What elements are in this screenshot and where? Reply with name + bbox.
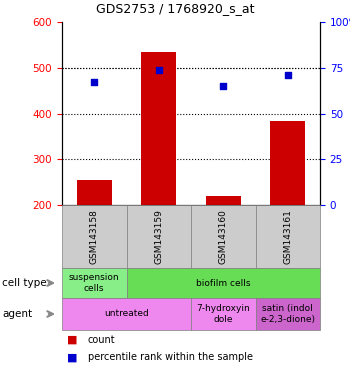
Text: ■: ■ bbox=[67, 335, 77, 345]
Point bbox=[156, 66, 162, 73]
Text: ■: ■ bbox=[67, 352, 77, 362]
Point bbox=[220, 83, 226, 89]
Text: GSM143159: GSM143159 bbox=[154, 209, 163, 264]
Text: GSM143158: GSM143158 bbox=[90, 209, 99, 264]
Bar bbox=[205, 196, 241, 205]
Text: satin (indol
e-2,3-dione): satin (indol e-2,3-dione) bbox=[260, 304, 315, 324]
Text: untreated: untreated bbox=[104, 310, 149, 318]
Bar bbox=[270, 121, 306, 205]
Text: GDS2753 / 1768920_s_at: GDS2753 / 1768920_s_at bbox=[96, 2, 254, 15]
Point bbox=[91, 79, 97, 86]
Text: cell type: cell type bbox=[2, 278, 47, 288]
Bar bbox=[141, 52, 176, 205]
Text: agent: agent bbox=[2, 309, 32, 319]
Text: count: count bbox=[88, 335, 116, 345]
Point bbox=[285, 72, 290, 78]
Text: 7-hydroxyin
dole: 7-hydroxyin dole bbox=[196, 304, 250, 324]
Text: biofilm cells: biofilm cells bbox=[196, 278, 251, 288]
Text: GSM143161: GSM143161 bbox=[283, 209, 292, 264]
Bar bbox=[77, 180, 112, 205]
Text: percentile rank within the sample: percentile rank within the sample bbox=[88, 352, 253, 362]
Text: suspension
cells: suspension cells bbox=[69, 273, 120, 293]
Text: GSM143160: GSM143160 bbox=[219, 209, 228, 264]
